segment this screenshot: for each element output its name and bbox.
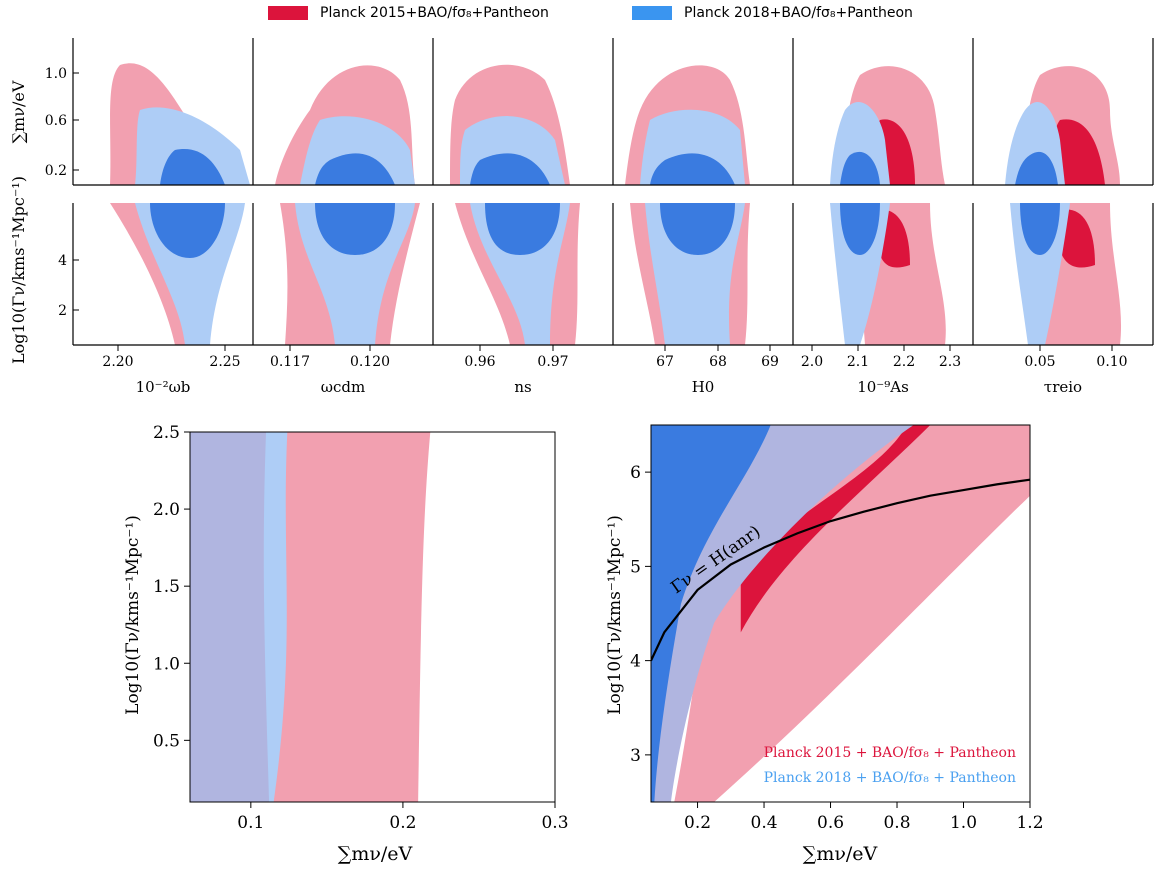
contour-blue-dark-2	[485, 203, 560, 255]
panel-a: 0.1 0.2 0.3 0.5 1.0 1.5 2.0 2.5 ∑mν/eV Log10(Γν…	[123, 423, 569, 865]
panel-b-ticks: 0.2 0.4 0.6 0.8 1.0 1.2 3 4 5 6	[630, 463, 1043, 833]
panel-a-xtick-label: 0.3	[541, 813, 568, 833]
grid-ytick-label: 4	[58, 253, 67, 269]
grid-row1-ylabel: ∑mν/eV	[9, 80, 28, 143]
contour-blue-dark	[840, 151, 880, 185]
col5-contours	[830, 66, 946, 345]
contour-blue-dark-2	[1020, 203, 1060, 255]
panel-b-ytick-label: 3	[630, 746, 641, 766]
grid-xtick-label: 2.0	[801, 354, 823, 370]
col6-contours	[1005, 66, 1122, 345]
panel-a-ylabel: Log10(Γν/kms⁻¹Mpc⁻¹)	[123, 515, 143, 715]
legend-item-planck2018[interactable]: Planck 2018+BAO/fσ₈+Pantheon	[632, 4, 913, 22]
grid-xtick-label: 0.120	[350, 354, 390, 370]
contour-blue-dark-2	[660, 203, 735, 255]
col2-contours	[275, 65, 420, 345]
contour-blue-dark	[650, 153, 735, 185]
panel-a-frame	[189, 431, 556, 803]
panel-a-ytick-label: 2.5	[153, 423, 180, 443]
grid-col-xlabel: H0	[692, 378, 715, 396]
grid-xtick-label: 0.97	[537, 354, 568, 370]
panel-a-ytick-label: 1.5	[153, 577, 180, 597]
panel-b-xtick-label: 0.8	[883, 813, 910, 833]
legend-label-planck2018: Planck 2018+BAO/fσ₈+Pantheon	[684, 5, 913, 21]
panel-b-xtick-label: 0.4	[751, 813, 778, 833]
contour-blue-dark	[315, 153, 395, 185]
grid-xtick-label: 67	[656, 354, 674, 370]
triangle-grid: 0.2 0.6 1.0 2 4 ∑mν/eV Log10(Γν/kms⁻¹Mpc⁻¹) 2.2…	[9, 38, 1154, 396]
contour-blue-dark-2	[315, 203, 395, 255]
grid-col-xlabel: 10⁻²ωb	[136, 378, 191, 396]
panel-a-ytick-label: 2.0	[153, 500, 180, 520]
panel-a-xlabel: ∑mν/eV	[338, 843, 413, 865]
grid-xtick-label: 2.20	[102, 354, 133, 370]
panel-a-ytick-label: 1.0	[153, 654, 180, 674]
contour-blue-dark-2	[840, 203, 880, 255]
legend-swatch-blue	[632, 6, 672, 20]
panel-b-ytick-label: 5	[630, 557, 641, 577]
grid-col-xlabel: ns	[514, 378, 531, 396]
grid-xtick-label: 0.117	[270, 354, 310, 370]
panel-a-ytick-label: 0.5	[153, 731, 180, 751]
grid-ytick-label: 0.6	[45, 113, 67, 129]
grid-col-xlabel: ωcdm	[321, 378, 365, 396]
panel-a-xtick-label: 0.2	[389, 813, 416, 833]
grid-frames	[72, 38, 1154, 351]
grid-xtick-label: 69	[761, 354, 779, 370]
grid-xtick-label: 2.1	[847, 354, 869, 370]
panel-b-xtick-label: 1.0	[950, 813, 977, 833]
grid-labels: 0.2 0.6 1.0 2 4 ∑mν/eV Log10(Γν/kms⁻¹Mpc⁻¹) 2.2…	[9, 66, 1128, 396]
panel-b-ytick-label: 6	[630, 463, 641, 483]
grid-ytick-label: 0.2	[45, 163, 67, 179]
grid-col-xlabel: 10⁻⁹As	[857, 378, 909, 396]
grid-col-xlabel: τreio	[1044, 378, 1082, 396]
legend-swatch-red	[268, 6, 308, 20]
col4-contours	[625, 65, 750, 345]
panel-b-curve	[651, 478, 1030, 662]
panel-b-annotation-2018: Planck 2018 + BAO/fσ₈ + Pantheon	[764, 770, 1016, 786]
contour-blue-dark	[470, 153, 550, 185]
contour-blue-dark	[160, 149, 225, 185]
grid-xtick-label: 2.25	[209, 354, 240, 370]
contour-blue-light	[135, 107, 250, 185]
legend-label-planck2015: Planck 2015+BAO/fσ₈+Pantheon	[320, 5, 549, 21]
panel-a-ticks: 0.1 0.2 0.3 0.5 1.0 1.5 2.0 2.5	[153, 423, 569, 833]
panel-b-xtick-label: 0.6	[817, 813, 844, 833]
panel-b-xtick-label: 1.2	[1016, 813, 1043, 833]
panel-b-blue-dark-region	[651, 425, 771, 802]
grid-xtick-label: 2.3	[939, 354, 961, 370]
panel-b-annotation-2015: Planck 2015 + BAO/fσ₈ + Pantheon	[764, 745, 1016, 761]
panel-b-frame	[650, 424, 1031, 803]
contour-blue-dark	[1015, 151, 1058, 185]
contour-red-dark	[1050, 119, 1105, 185]
grid-xtick-label: 0.96	[464, 354, 495, 370]
grid-xtick-label: 2.2	[893, 354, 915, 370]
grid-ytick-label: 2	[58, 303, 67, 319]
contour-blue-dark-2	[150, 203, 225, 258]
grid-row2-ylabel: Log10(Γν/kms⁻¹Mpc⁻¹)	[9, 176, 28, 364]
grid-xtick-label: 0.05	[1024, 354, 1055, 370]
panel-a-xtick-label: 0.1	[237, 813, 264, 833]
col3-contours	[450, 64, 580, 345]
panel-b-ytick-label: 4	[630, 652, 641, 672]
legend-item-planck2015[interactable]: Planck 2015+BAO/fσ₈+Pantheon	[268, 4, 549, 22]
panel-a-overlap-region	[190, 432, 270, 802]
panel-b-xtick-label: 0.2	[684, 813, 711, 833]
col1-contours	[110, 63, 250, 345]
contour-red-dark-2	[1060, 209, 1095, 268]
grid-xtick-label: 68	[709, 354, 727, 370]
legend: Planck 2015+BAO/fσ₈+Pantheon Planck 2018…	[0, 2, 1156, 24]
panel-b-ylabel: Log10(Γν/kms⁻¹Mpc⁻¹)	[605, 515, 625, 715]
grid-xtick-label: 0.10	[1096, 354, 1127, 370]
grid-ytick-label: 1.0	[45, 66, 67, 82]
panel-b-xlabel: ∑mν/eV	[803, 843, 878, 865]
